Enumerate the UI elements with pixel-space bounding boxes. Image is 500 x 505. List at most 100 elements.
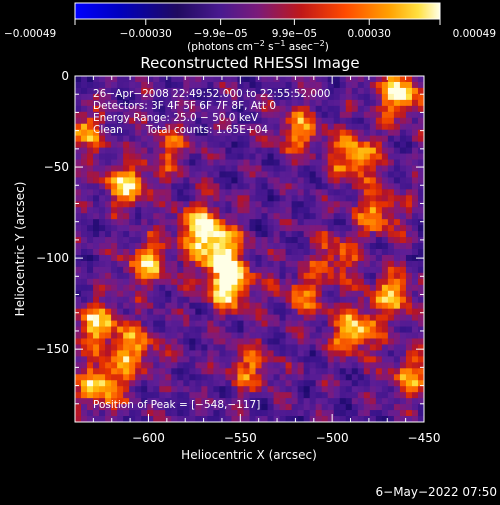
heatmap-cell bbox=[195, 171, 202, 178]
heatmap-cell bbox=[207, 410, 214, 417]
heatmap-cell bbox=[405, 159, 413, 166]
heatmap-cell bbox=[237, 308, 244, 316]
heatmap-cell bbox=[411, 159, 419, 166]
heatmap-cell bbox=[159, 237, 166, 244]
heatmap-cell bbox=[381, 254, 389, 262]
heatmap-cell bbox=[381, 398, 389, 405]
heatmap-cell bbox=[303, 99, 311, 107]
heatmap-cell bbox=[267, 201, 274, 208]
heatmap-cell bbox=[225, 416, 232, 422]
heatmap-cell bbox=[273, 153, 280, 160]
heatmap-cell bbox=[363, 392, 371, 399]
heatmap-cell bbox=[93, 386, 100, 393]
heatmap-cell bbox=[369, 260, 377, 268]
heatmap-cell bbox=[369, 386, 377, 393]
heatmap-cell bbox=[297, 129, 305, 137]
heatmap-cell bbox=[123, 356, 130, 363]
heatmap-cell bbox=[219, 76, 226, 83]
heatmap-cell bbox=[339, 189, 347, 196]
heatmap-cell bbox=[75, 141, 82, 148]
heatmap-cell bbox=[363, 386, 371, 393]
heatmap-cell bbox=[309, 189, 317, 196]
heatmap-cell bbox=[249, 368, 256, 375]
heatmap-cell bbox=[279, 380, 287, 387]
heatmap-cell bbox=[243, 81, 250, 89]
heatmap-cell bbox=[291, 195, 299, 202]
heatmap-cell bbox=[207, 225, 214, 232]
heatmap-cell bbox=[249, 76, 256, 83]
heatmap-cell bbox=[387, 249, 395, 256]
heatmap-cell bbox=[159, 254, 166, 262]
heatmap-cell bbox=[369, 302, 377, 310]
heatmap-cell bbox=[375, 153, 383, 160]
heatmap-cell bbox=[315, 129, 323, 137]
heatmap-cell bbox=[399, 272, 407, 280]
heatmap-cell bbox=[285, 117, 293, 125]
heatmap-cell bbox=[195, 380, 202, 387]
heatmap-cell bbox=[321, 165, 329, 172]
heatmap-cell bbox=[285, 237, 293, 244]
heatmap-cell bbox=[255, 296, 262, 304]
heatmap-cell bbox=[159, 123, 166, 131]
heatmap-cell bbox=[267, 344, 274, 351]
heatmap-cell bbox=[147, 147, 154, 154]
heatmap-cell bbox=[261, 338, 268, 345]
heatmap-cell bbox=[405, 338, 413, 345]
heatmap-cell bbox=[315, 207, 323, 214]
heatmap-cell bbox=[75, 177, 82, 184]
heatmap-cell bbox=[273, 374, 280, 381]
heatmap-cell bbox=[405, 171, 413, 178]
heatmap-cell bbox=[237, 260, 244, 268]
heatmap-cell bbox=[375, 356, 383, 363]
heatmap-cell bbox=[303, 296, 311, 304]
heatmap-cell bbox=[273, 398, 280, 405]
heatmap-cell bbox=[249, 332, 256, 339]
heatmap-cell bbox=[195, 93, 202, 101]
heatmap-cell bbox=[117, 356, 124, 363]
heatmap-cell bbox=[363, 171, 371, 178]
heatmap-cell bbox=[297, 243, 305, 250]
heatmap-cell bbox=[177, 350, 184, 357]
heatmap-cell bbox=[195, 266, 202, 274]
heatmap-cell bbox=[297, 272, 305, 280]
heatmap-cell bbox=[363, 135, 371, 143]
heatmap-cell bbox=[99, 123, 106, 131]
heatmap-cell bbox=[93, 147, 100, 154]
heatmap-cell bbox=[267, 237, 274, 244]
heatmap-cell bbox=[189, 266, 196, 274]
heatmap-cell bbox=[327, 123, 335, 131]
heatmap-cell bbox=[405, 374, 413, 381]
heatmap-cell bbox=[219, 296, 226, 304]
heatmap-cell bbox=[243, 231, 250, 238]
heatmap-cell bbox=[105, 314, 112, 321]
heatmap-cell bbox=[345, 231, 353, 238]
heatmap-cell bbox=[225, 159, 232, 166]
heatmap-cell bbox=[339, 207, 347, 214]
heatmap-cell bbox=[315, 111, 323, 119]
heatmap-cell bbox=[93, 111, 100, 119]
heatmap-cell bbox=[351, 410, 359, 417]
heatmap-cell bbox=[297, 195, 305, 202]
heatmap-cell bbox=[315, 362, 323, 369]
heatmap-cell bbox=[105, 254, 112, 262]
heatmap-cell bbox=[405, 249, 413, 256]
heatmap-cell bbox=[201, 284, 208, 292]
heatmap-cell bbox=[189, 111, 196, 119]
heatmap-cell bbox=[393, 272, 401, 280]
heatmap-cell bbox=[243, 207, 250, 214]
heatmap-cell bbox=[99, 386, 106, 393]
heatmap-cell bbox=[177, 374, 184, 381]
heatmap-cell bbox=[309, 272, 317, 280]
heatmap-cell bbox=[345, 153, 353, 160]
heatmap-cell bbox=[327, 410, 335, 417]
heatmap-cell bbox=[93, 237, 100, 244]
heatmap-cell bbox=[177, 308, 184, 316]
heatmap-cell bbox=[201, 296, 208, 304]
heatmap-cell bbox=[195, 147, 202, 154]
heatmap-cell bbox=[177, 392, 184, 399]
heatmap-cell bbox=[375, 314, 383, 321]
heatmap-cell bbox=[243, 225, 250, 232]
heatmap-cell bbox=[99, 356, 106, 363]
heatmap-cell bbox=[237, 159, 244, 166]
heatmap-cell bbox=[315, 398, 323, 405]
